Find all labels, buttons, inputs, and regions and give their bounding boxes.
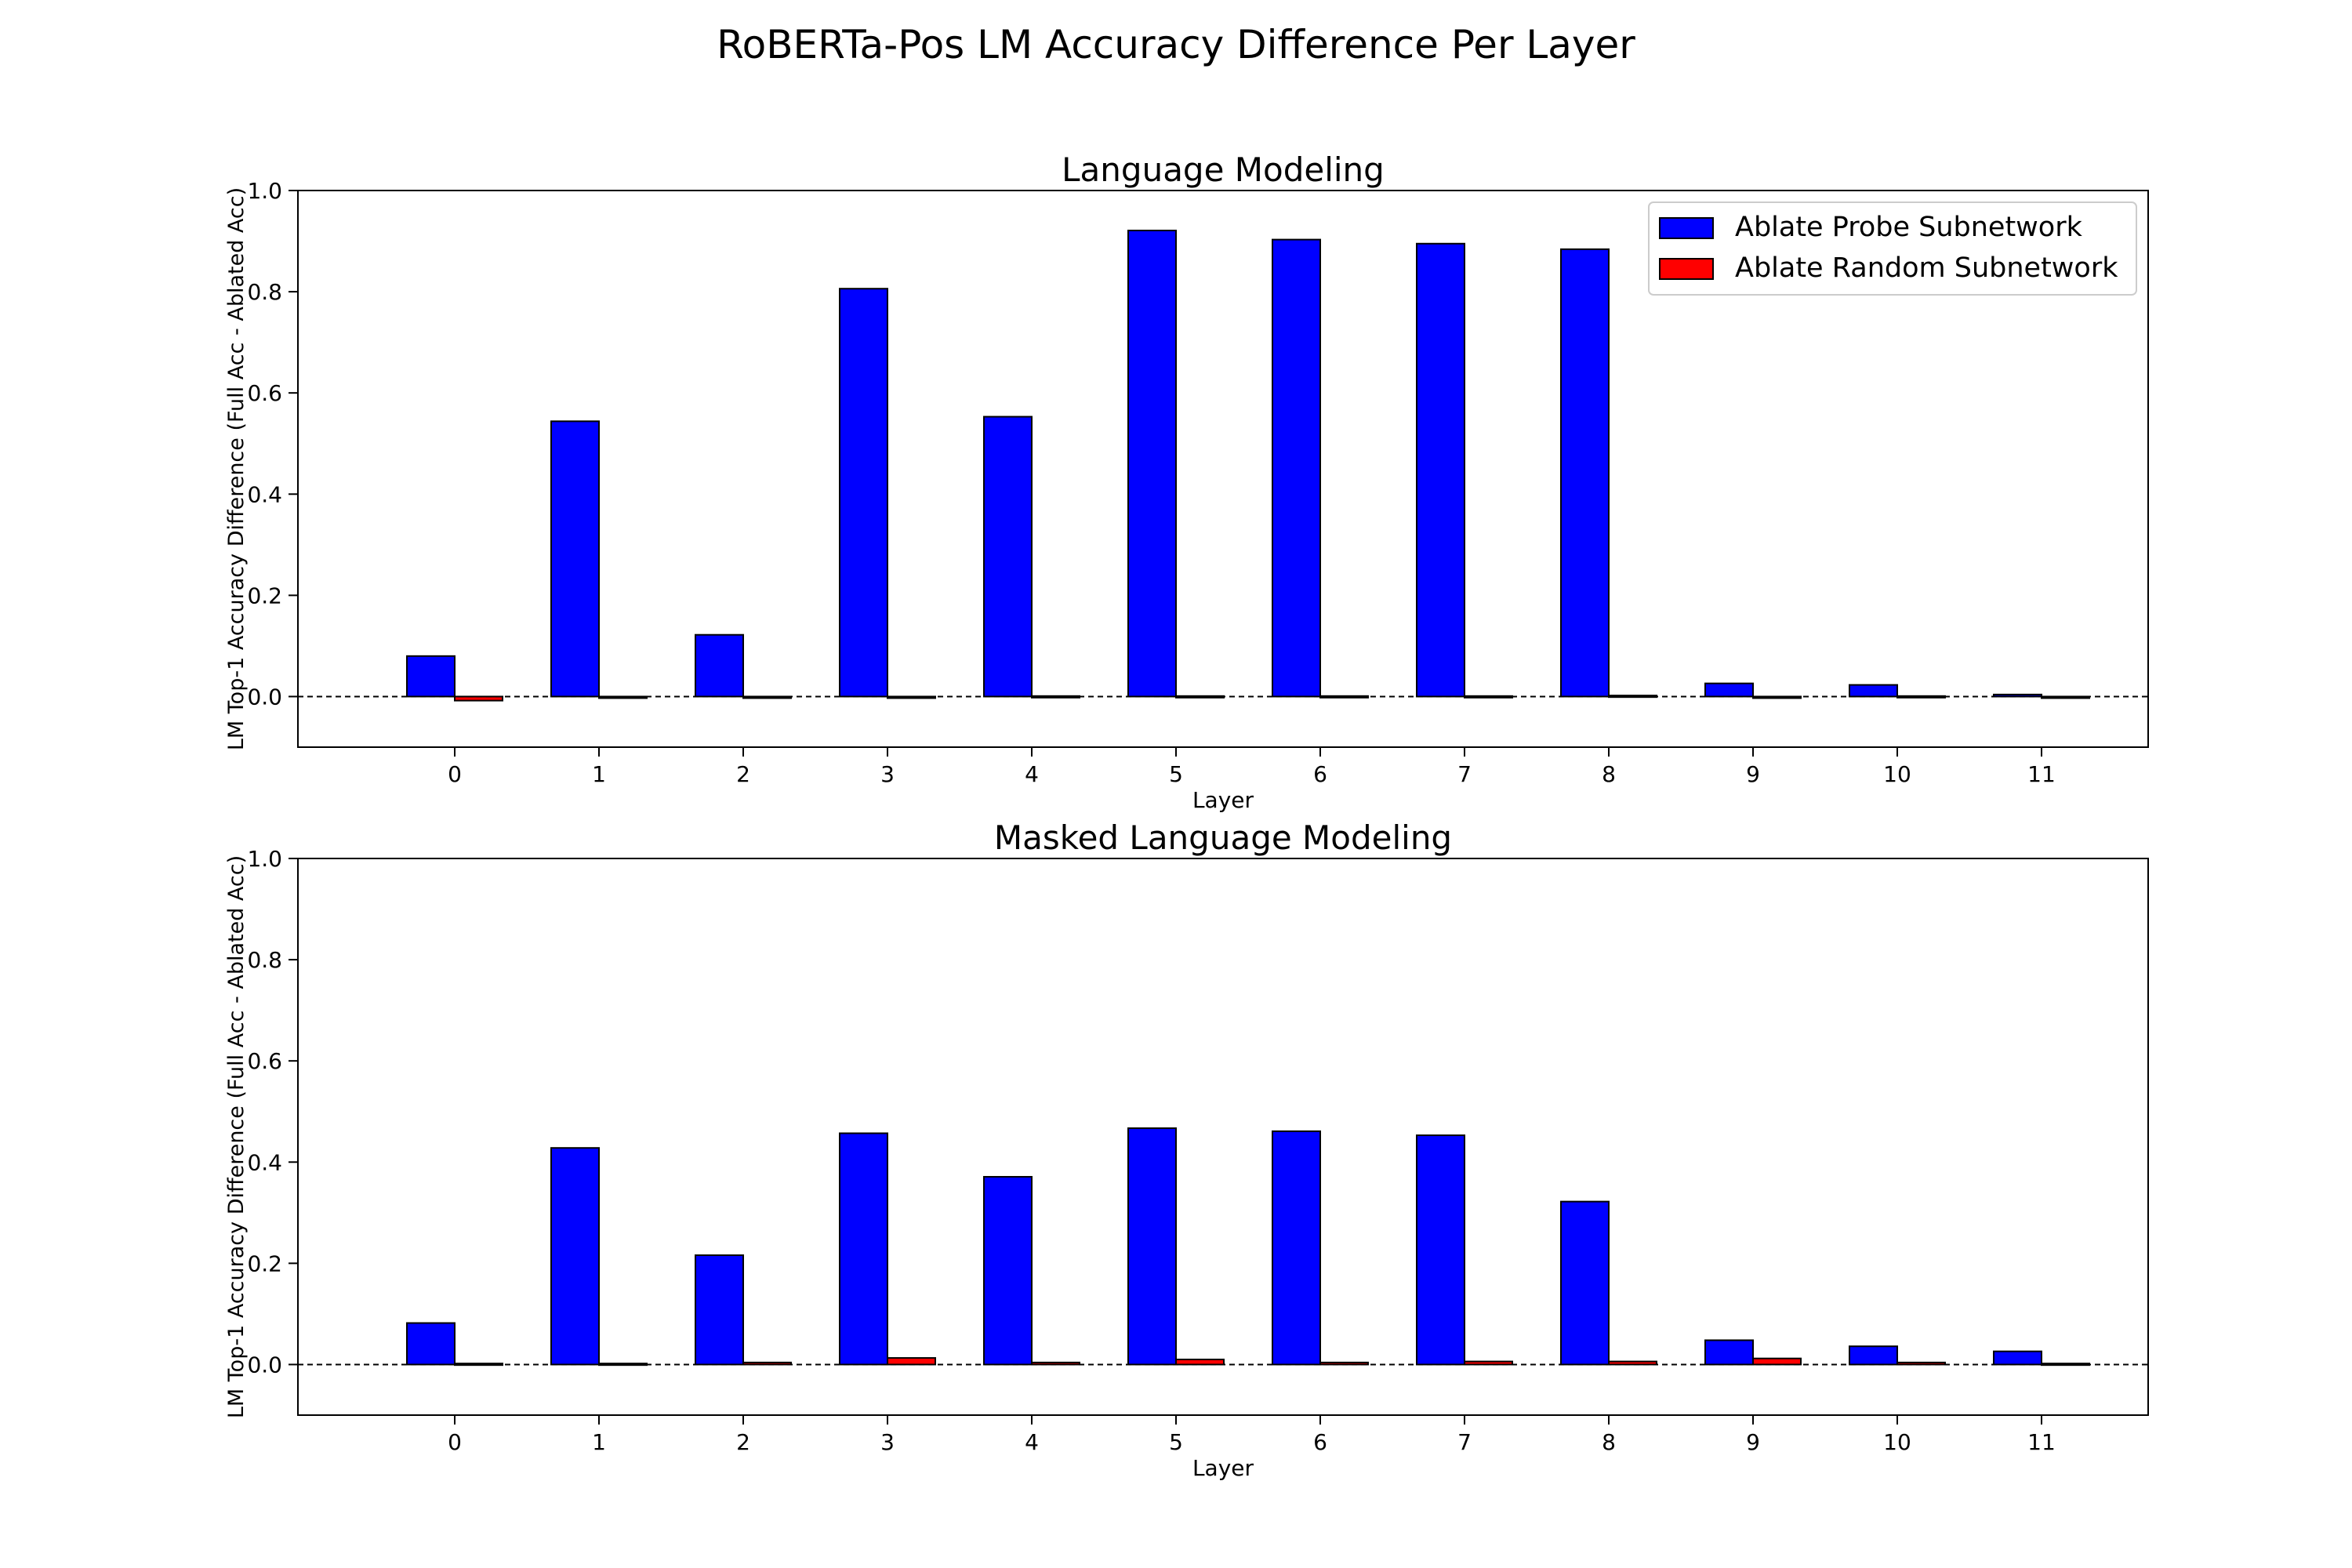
panel1-ytick-label: 1.0 xyxy=(247,178,282,204)
panel2-xtick-label: 1 xyxy=(592,1429,606,1455)
panel2-bar-probe-layer-7 xyxy=(1416,1134,1465,1366)
panel2-bar-random-layer-5 xyxy=(1175,1359,1225,1366)
panel1-ytick-label: 0.0 xyxy=(247,684,282,710)
panel2-xtick-label: 5 xyxy=(1169,1429,1183,1455)
panel2-xtick-label: 10 xyxy=(1883,1429,1911,1455)
panel1-bar-probe-layer-9 xyxy=(1704,682,1754,698)
panel1-ytick-label: 0.6 xyxy=(247,380,282,406)
panel1-xtick-label: 4 xyxy=(1025,761,1039,787)
panel2-xtick-label: 7 xyxy=(1457,1429,1472,1455)
panel1-legend-swatch-probe xyxy=(1659,217,1714,239)
panel1-xtick-label: 10 xyxy=(1883,761,1911,787)
panel1-x-axis-label: Layer xyxy=(1192,787,1254,813)
panel2-bar-probe-layer-8 xyxy=(1560,1200,1610,1366)
panel1-legend-box xyxy=(1648,201,2137,296)
panel2-ytick-label: 0.2 xyxy=(247,1250,282,1276)
panel2-bar-probe-layer-5 xyxy=(1127,1127,1177,1366)
panel1-bar-probe-layer-3 xyxy=(839,288,888,698)
panel1-bar-probe-layer-0 xyxy=(406,655,456,698)
panel2-title: Masked Language Modeling xyxy=(994,818,1452,857)
panel1-ytick-label: 0.8 xyxy=(247,279,282,305)
panel1-xtick-label: 2 xyxy=(736,761,750,787)
panel2-bar-probe-layer-3 xyxy=(839,1132,888,1366)
figure-title: RoBERTa-Pos LM Accuracy Difference Per L… xyxy=(717,22,1635,67)
panel1-bar-probe-layer-8 xyxy=(1560,248,1610,698)
panel2-bar-random-layer-9 xyxy=(1752,1357,1802,1366)
panel1-bar-probe-layer-2 xyxy=(695,633,744,698)
panel1-xtick-label: 3 xyxy=(880,761,895,787)
panel2-bar-probe-layer-6 xyxy=(1272,1130,1321,1366)
panel1-xtick-label: 0 xyxy=(448,761,462,787)
panel1-xtick-label: 7 xyxy=(1457,761,1472,787)
panel2-xtick-label: 3 xyxy=(880,1429,895,1455)
panel1-bar-probe-layer-4 xyxy=(983,416,1033,698)
panel2-ytick-label: 0.0 xyxy=(247,1352,282,1377)
panel1-xtick-label: 9 xyxy=(1746,761,1760,787)
panel2-bar-probe-layer-0 xyxy=(406,1322,456,1366)
panel2-ytick-label: 1.0 xyxy=(247,846,282,872)
panel1-legend-swatch-random xyxy=(1659,258,1714,280)
panel1-legend-label-random: Ablate Random Subnetwork xyxy=(1735,252,2118,284)
panel1-ytick-label: 0.2 xyxy=(247,583,282,608)
panel2-bar-probe-layer-9 xyxy=(1704,1339,1754,1366)
panel2-bar-probe-layer-4 xyxy=(983,1175,1033,1366)
panel1-xtick-label: 1 xyxy=(592,761,606,787)
panel2-bar-random-layer-8 xyxy=(1608,1360,1657,1366)
panel2-xtick-label: 2 xyxy=(736,1429,750,1455)
panel1-xtick-label: 6 xyxy=(1313,761,1327,787)
panel2-bar-probe-layer-1 xyxy=(550,1147,600,1366)
panel1-axes-frame xyxy=(297,190,2149,748)
panel1-bar-probe-layer-7 xyxy=(1416,242,1465,698)
panel1-legend-label-probe: Ablate Probe Subnetwork xyxy=(1735,212,2083,243)
panel1-y-axis-label: LM Top-1 Accuracy Difference (Full Acc -… xyxy=(224,187,249,750)
panel2-ytick-label: 0.8 xyxy=(247,947,282,973)
panel2-xtick-label: 6 xyxy=(1313,1429,1327,1455)
panel2-bar-probe-layer-2 xyxy=(695,1254,744,1366)
panel2-xtick-label: 4 xyxy=(1025,1429,1039,1455)
panel2-xtick-label: 8 xyxy=(1602,1429,1616,1455)
panel2-x-axis-label: Layer xyxy=(1192,1455,1254,1481)
panel2-axes-frame xyxy=(297,858,2149,1416)
panel2-bar-probe-layer-11 xyxy=(1993,1350,2042,1366)
panel1-bar-probe-layer-5 xyxy=(1127,229,1177,698)
panel2-bar-probe-layer-10 xyxy=(1849,1345,1898,1366)
panel1-bar-probe-layer-1 xyxy=(550,420,600,698)
panel1-title: Language Modeling xyxy=(1062,151,1385,189)
panel2-xtick-label: 11 xyxy=(2027,1429,2056,1455)
panel2-ytick-label: 0.6 xyxy=(247,1048,282,1074)
panel1-xtick-label: 11 xyxy=(2027,761,2056,787)
panel2-y-axis-label: LM Top-1 Accuracy Difference (Full Acc -… xyxy=(224,855,249,1418)
panel2-xtick-label: 0 xyxy=(448,1429,462,1455)
panel2-bar-random-layer-2 xyxy=(742,1361,792,1366)
panel1-ytick-label: 0.4 xyxy=(247,481,282,507)
panel1-xtick-label: 5 xyxy=(1169,761,1183,787)
panel1-bar-probe-layer-6 xyxy=(1272,238,1321,698)
panel2-bar-random-layer-3 xyxy=(887,1357,936,1366)
panel1-bar-probe-layer-10 xyxy=(1849,684,1898,698)
panel1-bar-probe-layer-11 xyxy=(1993,693,2042,698)
panel2-xtick-label: 9 xyxy=(1746,1429,1760,1455)
panel2-ytick-label: 0.4 xyxy=(247,1149,282,1175)
panel1-xtick-label: 8 xyxy=(1602,761,1616,787)
